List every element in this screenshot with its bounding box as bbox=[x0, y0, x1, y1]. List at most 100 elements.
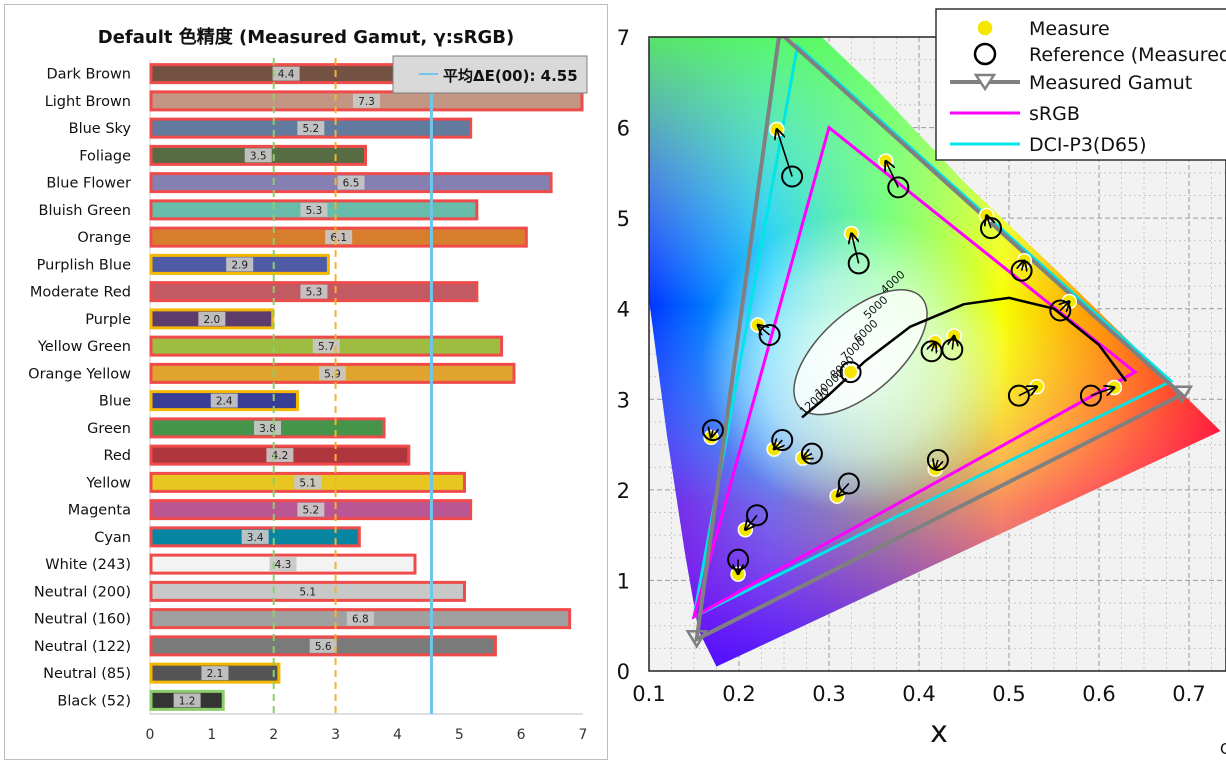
average-delta-e-callout: 平均ΔE(00): 4.55 bbox=[392, 55, 588, 94]
bar-value-label: 5.2 bbox=[302, 505, 319, 517]
bar-value-label-bg bbox=[337, 175, 365, 190]
bar-category-label: Purple bbox=[85, 312, 131, 328]
bar-value-label: 3.8 bbox=[259, 423, 276, 435]
bar-row: Neutral (122) 5.6 bbox=[34, 635, 497, 657]
bar-category-label: Orange bbox=[77, 230, 131, 246]
bar-value-label-bg bbox=[318, 366, 346, 381]
bar-category-label: Dark Brown bbox=[46, 67, 131, 83]
bar-category-label: Neutral (122) bbox=[34, 639, 131, 655]
bar-chart-x-tick-label: 3 bbox=[331, 727, 340, 743]
bar-value-label: 5.7 bbox=[318, 341, 335, 353]
bar-row: Purplish Blue 2.9 bbox=[37, 253, 330, 275]
bar-value-label-bg bbox=[210, 393, 238, 408]
planckian-locus-curve bbox=[801, 296, 1128, 419]
bar-category-label: Cyan bbox=[94, 530, 131, 546]
bar-row: Yellow Green 5.7 bbox=[37, 335, 504, 357]
bar-row: Dark Brown 4.4 bbox=[46, 63, 423, 85]
reference-point bbox=[1079, 384, 1102, 407]
deviation-arrow bbox=[758, 325, 771, 335]
bar-value-label-bg bbox=[353, 93, 380, 108]
bar-value-label: 6.5 bbox=[343, 178, 360, 190]
bar-value-label: 5.3 bbox=[306, 287, 323, 299]
deviation-arrow bbox=[1018, 387, 1037, 397]
x-axis-title: x bbox=[930, 715, 948, 750]
x-tick-label: 0.6 bbox=[1082, 682, 1115, 706]
bar-category-label: Purplish Blue bbox=[37, 257, 131, 273]
bar-row: Green 3.8 bbox=[87, 417, 386, 439]
x-tick-label: 0.1 bbox=[632, 682, 665, 706]
bar-category-label: Bluish Green bbox=[39, 203, 131, 219]
bar-value-label: 6.8 bbox=[352, 614, 369, 626]
bar-row: Blue Sky 5.2 bbox=[69, 117, 473, 139]
bar-value-label: 5.1 bbox=[299, 586, 316, 598]
bar-chart-x-tick-label: 0 bbox=[146, 727, 155, 743]
bar-row: Orange Yellow 5.9 bbox=[28, 362, 516, 384]
bar-value-label: 5.6 bbox=[315, 641, 332, 653]
bar-value-label-bg bbox=[244, 148, 272, 163]
measured-gamut-vertex-marker bbox=[685, 630, 708, 649]
bar-category-label: Light Brown bbox=[45, 94, 131, 110]
bar-value-label-bg bbox=[226, 257, 254, 272]
bar-value-label: 4.2 bbox=[272, 450, 289, 462]
bar-chart-x-tick-label: 1 bbox=[207, 727, 216, 743]
deviation-arrow bbox=[1022, 261, 1025, 271]
bar-value-label-bg bbox=[269, 557, 297, 572]
x-tick-label: 0.3 bbox=[812, 682, 845, 706]
bar-value-label-bg bbox=[201, 666, 229, 681]
y-tick-label: 7 bbox=[617, 26, 630, 50]
bar-row: Cyan 3.4 bbox=[94, 526, 361, 548]
legend-entry-label: Reference (Measured bbox=[1029, 44, 1226, 66]
legend-entry-label: sRGB bbox=[1029, 103, 1080, 125]
bar-value-label: 2.0 bbox=[204, 314, 221, 326]
reference-point bbox=[887, 176, 910, 199]
bar-category-label: Neutral (200) bbox=[34, 584, 131, 600]
bar-row: Neutral (160) 6.8 bbox=[34, 608, 572, 630]
bar-value-label: 1.2 bbox=[179, 695, 196, 707]
measurement-points bbox=[701, 121, 1123, 582]
bar-row: Bluish Green 5.3 bbox=[39, 199, 479, 221]
bar-value-label: 4.4 bbox=[278, 69, 295, 81]
bar-row: Moderate Red 5.3 bbox=[30, 281, 479, 303]
deviation-arrow bbox=[886, 161, 900, 188]
reference-point bbox=[837, 472, 860, 495]
bar-value-label: 5.3 bbox=[306, 205, 323, 217]
deviation-arrow bbox=[932, 342, 936, 351]
bar-row: Magenta 5.2 bbox=[68, 499, 473, 521]
measure-point bbox=[842, 364, 859, 380]
bar-value-label-bg bbox=[312, 339, 340, 354]
bar-value-label: 6.1 bbox=[330, 232, 347, 244]
bar-value-label: 2.1 bbox=[207, 668, 224, 680]
legend-entry-label: Measured Gamut bbox=[1029, 72, 1192, 94]
bar-row: Neutral (85) 2.1 bbox=[43, 662, 281, 684]
cct-label-ellipse bbox=[793, 289, 928, 416]
x-tick-label: 0.7 bbox=[1172, 682, 1205, 706]
bar-value-label-bg bbox=[297, 502, 325, 517]
bar-category-label: Yellow Green bbox=[37, 339, 131, 355]
bar-chart-x-tick-label: 4 bbox=[393, 727, 402, 743]
bar-value-label: 2.4 bbox=[216, 396, 233, 408]
bar-row: Black (52) 1.2 bbox=[57, 689, 225, 711]
legend-entry-label: DCI-P3(D65) bbox=[1029, 134, 1147, 156]
bar-row: White (243) 4.3 bbox=[45, 553, 417, 575]
bar-category-label: Yellow bbox=[85, 475, 131, 491]
bar-value-label: 7.3 bbox=[358, 96, 375, 108]
x-tick-label: 0.4 bbox=[902, 682, 935, 706]
reference-point bbox=[746, 504, 768, 527]
bar-chart-x-tick-label: 5 bbox=[455, 727, 464, 743]
deviation-arrow bbox=[745, 514, 758, 529]
bar-value-label: 3.5 bbox=[250, 150, 267, 162]
y-tick-label: 6 bbox=[617, 117, 630, 141]
bar-category-label: Moderate Red bbox=[30, 285, 131, 301]
bar-value-label-bg bbox=[297, 121, 325, 136]
deviation-arrow bbox=[777, 129, 793, 177]
legend: Measure Reference (Measured Measured Gamut… bbox=[935, 8, 1226, 161]
bar-value-label-bg bbox=[198, 311, 226, 326]
bar-value-label-bg bbox=[272, 66, 300, 81]
x-tick-label: 0.5 bbox=[992, 682, 1025, 706]
bar-value-label-bg bbox=[309, 638, 337, 653]
measure-point bbox=[1106, 379, 1123, 396]
bar-value-label: 2.9 bbox=[231, 259, 248, 271]
bar-row: Blue Flower 6.5 bbox=[46, 172, 553, 194]
bar-chart-x-tick-label: 6 bbox=[517, 727, 526, 743]
